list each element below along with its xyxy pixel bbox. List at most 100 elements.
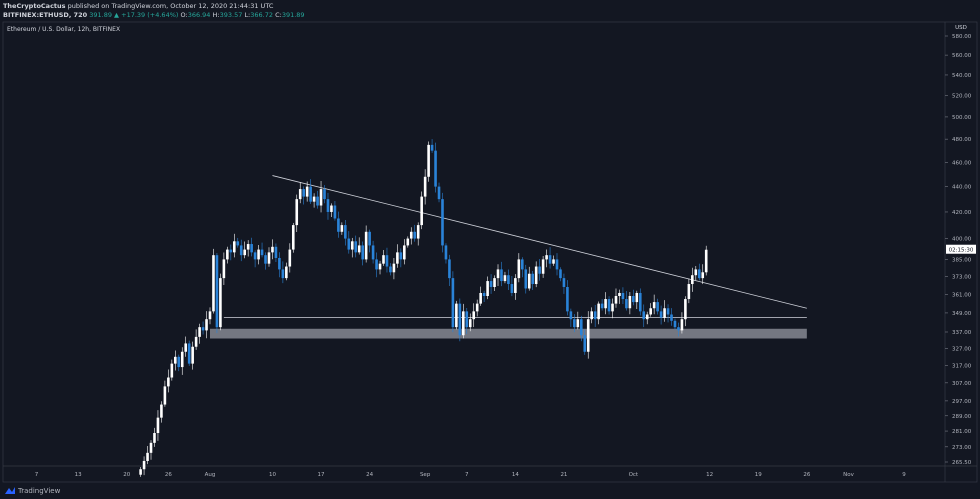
candle xyxy=(319,181,323,213)
candle-body xyxy=(291,225,295,250)
candle-body xyxy=(246,244,250,250)
open-label: O: xyxy=(180,11,188,19)
candle xyxy=(559,267,562,282)
candle-body xyxy=(146,452,149,461)
low-value: 366.72 xyxy=(250,11,273,19)
candle xyxy=(468,313,472,332)
drawings xyxy=(210,175,807,339)
candle xyxy=(246,240,250,257)
candle-body xyxy=(226,249,229,260)
candle-body xyxy=(409,231,413,239)
x-tick-label: Sep xyxy=(420,472,431,478)
candle xyxy=(229,244,233,261)
chart-frame xyxy=(2,21,978,483)
candle-body xyxy=(427,144,430,177)
candle xyxy=(330,203,333,217)
candle-body xyxy=(330,205,333,212)
candle xyxy=(444,243,448,264)
candle xyxy=(361,241,364,266)
candle-body xyxy=(462,311,465,336)
candle-body xyxy=(486,281,489,297)
candle xyxy=(236,237,240,248)
x-tick-label: 12 xyxy=(706,472,713,478)
candle-body xyxy=(337,218,340,232)
candle xyxy=(583,329,587,355)
candle xyxy=(562,273,566,294)
candle-body xyxy=(562,278,566,287)
close-value: 391.89 xyxy=(281,11,305,19)
candle xyxy=(271,239,274,260)
candle xyxy=(659,305,663,325)
candle xyxy=(285,262,288,281)
candle xyxy=(198,323,201,344)
candle-body xyxy=(184,343,188,352)
y-tick-label: 289.00 xyxy=(952,414,972,420)
candle-body xyxy=(559,269,562,279)
candle-body xyxy=(354,241,358,253)
candle xyxy=(670,308,673,326)
y-tick-label: 337.00 xyxy=(952,330,972,336)
candle xyxy=(638,288,642,316)
candle xyxy=(413,224,417,242)
candle-body xyxy=(257,249,260,260)
candle-body xyxy=(621,292,625,300)
candle xyxy=(527,266,531,291)
candle-body xyxy=(434,150,437,187)
candle xyxy=(451,271,455,333)
candle xyxy=(312,193,316,208)
x-tick-label: 19 xyxy=(755,472,762,478)
candle-body xyxy=(278,257,281,270)
candle-body xyxy=(253,252,257,260)
open-value: 366.94 xyxy=(187,11,211,19)
candle-body xyxy=(573,319,576,328)
candle-body xyxy=(496,269,500,279)
candle-body xyxy=(347,238,351,250)
candle xyxy=(614,288,618,308)
candle-body xyxy=(357,245,361,253)
candle xyxy=(368,229,371,253)
y-tick-label: 385.00 xyxy=(952,257,972,263)
candle xyxy=(590,307,593,324)
candle xyxy=(357,237,361,255)
candle xyxy=(194,329,198,350)
countdown-label: 02:15:30 xyxy=(949,248,974,254)
candle-body xyxy=(187,343,191,364)
candle xyxy=(482,290,486,302)
candle-body xyxy=(517,259,521,279)
candle-body xyxy=(521,259,524,270)
candle-body xyxy=(579,319,583,336)
candle xyxy=(510,275,514,297)
candle xyxy=(486,276,489,300)
candle xyxy=(382,250,385,266)
candle xyxy=(232,233,236,258)
candle-body xyxy=(333,205,337,219)
candle-body xyxy=(656,302,659,312)
candle xyxy=(278,252,281,278)
candle xyxy=(350,237,354,258)
candle xyxy=(586,311,590,359)
symbol: BITFINEX:ETHUSD, 720 xyxy=(3,11,88,19)
candle-body xyxy=(632,296,635,303)
candle xyxy=(569,308,573,328)
candle-body xyxy=(514,278,517,293)
candle xyxy=(215,252,219,334)
candle-body xyxy=(319,189,323,206)
candle xyxy=(167,369,170,393)
candle xyxy=(704,245,708,276)
x-tick-label: 10 xyxy=(269,472,276,478)
candle xyxy=(153,427,156,447)
candle xyxy=(416,222,420,246)
candle-body xyxy=(243,249,246,256)
candle xyxy=(302,186,305,205)
countdown-label-bg xyxy=(946,244,976,254)
trendline xyxy=(272,175,807,309)
candle xyxy=(208,307,212,325)
candle xyxy=(250,237,253,257)
candle-body xyxy=(344,225,347,239)
candle-body xyxy=(677,327,680,331)
candle-body xyxy=(441,199,444,246)
candle xyxy=(618,289,621,304)
candle xyxy=(552,255,555,266)
candle xyxy=(340,222,344,235)
